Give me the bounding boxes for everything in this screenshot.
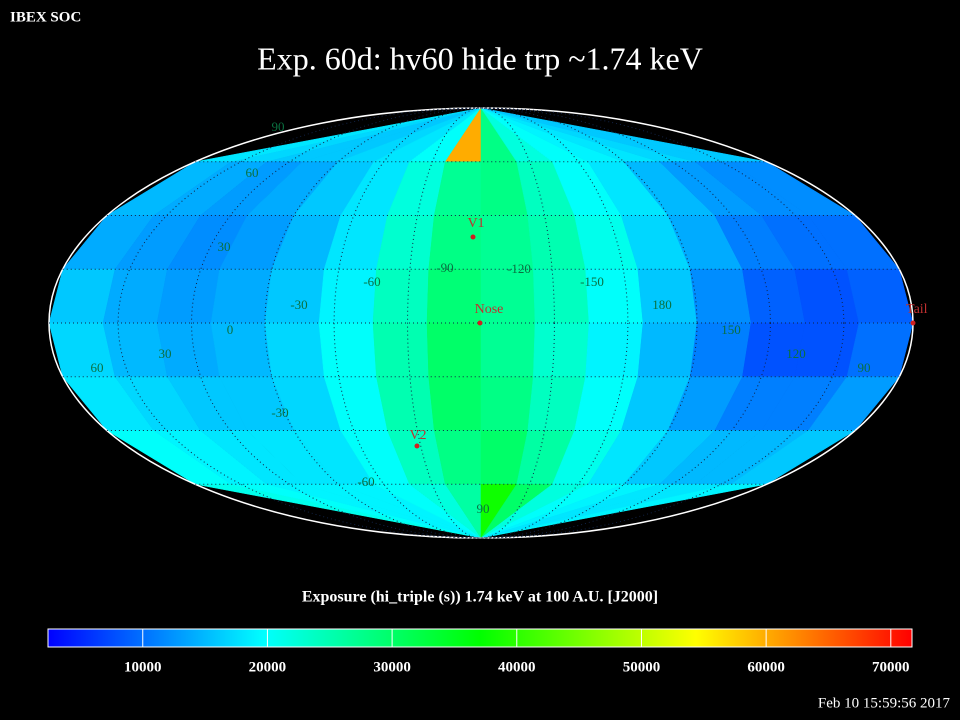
marker-dot bbox=[414, 443, 420, 449]
grid-label: 90 bbox=[477, 501, 490, 516]
grid-label: -120 bbox=[507, 261, 531, 276]
grid-label: 0 bbox=[227, 322, 234, 337]
grid-label: 90 bbox=[858, 360, 871, 375]
colorbar-tick-label: 70000 bbox=[872, 659, 910, 675]
colorbar-tick-label: 50000 bbox=[623, 659, 661, 675]
colorbar-tick-label: 40000 bbox=[498, 659, 536, 675]
grid-label: 30 bbox=[159, 346, 172, 361]
marker-dot bbox=[470, 234, 476, 240]
colorbar-fill bbox=[47, 628, 913, 648]
colorbar-tick-label: 10000 bbox=[124, 659, 162, 675]
grid-label: 180 bbox=[652, 297, 672, 312]
colorbar: 10000 20000 30000 40000 50000 60000 70000 bbox=[47, 628, 913, 675]
graticule bbox=[49, 107, 913, 539]
colorbar-tick-label: 60000 bbox=[747, 659, 785, 675]
grid-label: -30 bbox=[271, 405, 288, 420]
colorbar-tick-label: 30000 bbox=[373, 659, 411, 675]
map-cell bbox=[637, 322, 698, 377]
grid-label: 30 bbox=[218, 239, 231, 254]
grid-label: -60 bbox=[357, 474, 374, 489]
map-cell bbox=[480, 322, 536, 377]
marker-label: Nose bbox=[475, 302, 504, 317]
grid-label: -60 bbox=[363, 274, 380, 289]
colorbar-label: Exposure (hi_triple (s)) 1.74 keV at 100… bbox=[302, 589, 658, 606]
marker-label: V2 bbox=[409, 428, 426, 443]
marker-label: Tail bbox=[906, 302, 928, 317]
map-cell bbox=[372, 269, 429, 324]
map-cell bbox=[426, 322, 482, 377]
timestamp: Feb 10 15:59:56 2017 bbox=[818, 695, 951, 711]
map-cell bbox=[210, 322, 273, 377]
grid-label: 60 bbox=[91, 360, 104, 375]
map-cell bbox=[689, 269, 752, 324]
map-cell bbox=[480, 484, 767, 539]
meridian bbox=[407, 107, 555, 539]
grid-label: -30 bbox=[290, 297, 307, 312]
map-cell bbox=[480, 376, 534, 431]
map-cell bbox=[585, 322, 644, 377]
grid-label: 120 bbox=[786, 346, 806, 361]
meridian bbox=[117, 107, 845, 539]
title: Exp. 60d: hv60 hide trp ~1.74 keV bbox=[257, 40, 703, 76]
marker-dot bbox=[477, 320, 483, 326]
map-cell bbox=[210, 269, 273, 324]
sky-map bbox=[48, 107, 914, 539]
grid-label: 90 bbox=[272, 119, 285, 134]
grid-labels: 90 60 30 0 30 60 -30 -60 -90 -120 -150 180 150 120 90 -… bbox=[91, 119, 928, 516]
meridian bbox=[333, 107, 629, 539]
map-cell bbox=[264, 322, 325, 377]
grid-label: -90 bbox=[436, 260, 453, 275]
map-cell bbox=[426, 269, 482, 324]
map-cell bbox=[742, 269, 806, 324]
marker-dot bbox=[910, 320, 916, 326]
grid-label: -150 bbox=[580, 274, 604, 289]
map-cell bbox=[372, 322, 429, 377]
map-cell bbox=[428, 376, 482, 431]
map-cell bbox=[156, 269, 220, 324]
marker-label: V1 bbox=[467, 216, 484, 231]
grid-label: 60 bbox=[246, 165, 259, 180]
meridian bbox=[191, 107, 771, 539]
map-cell bbox=[318, 322, 377, 377]
map-cell bbox=[533, 322, 590, 377]
header: IBEX SOC bbox=[10, 9, 81, 25]
colorbar-tick-label: 20000 bbox=[249, 659, 287, 675]
grid-label: 150 bbox=[721, 322, 741, 337]
